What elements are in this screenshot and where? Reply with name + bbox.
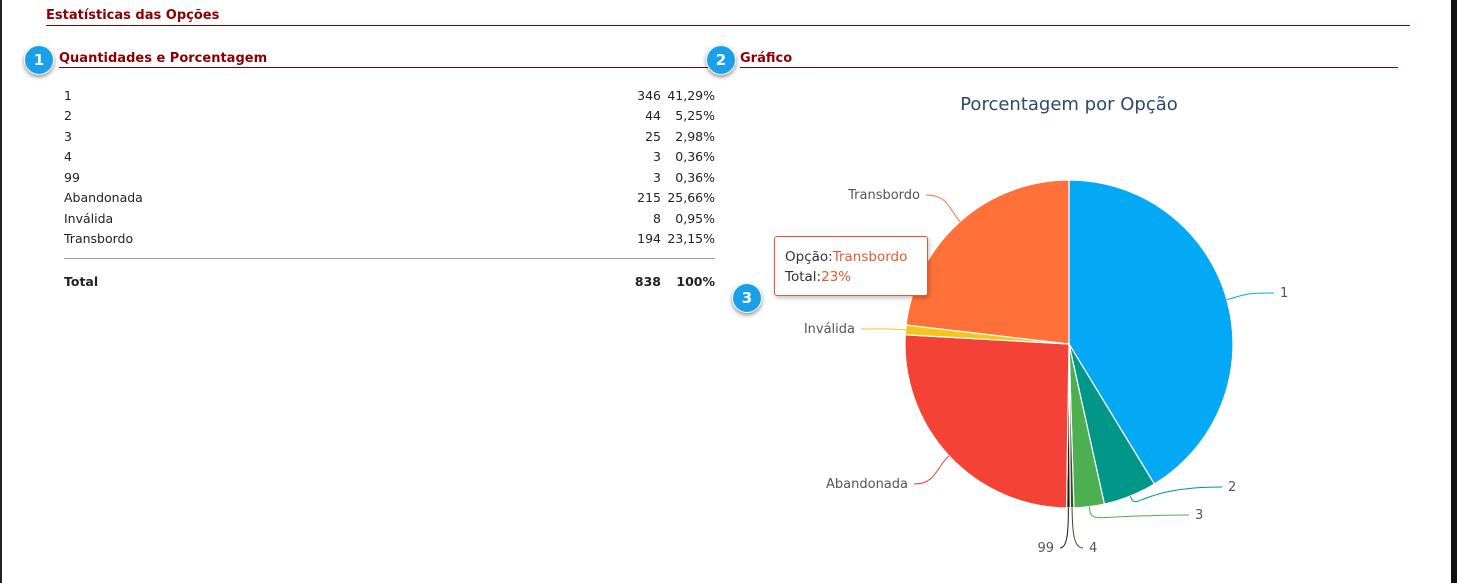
option-label: Inválida	[64, 210, 114, 226]
slice-connector	[1226, 292, 1275, 301]
option-label: 2	[64, 108, 72, 124]
total-count: 838	[634, 274, 661, 289]
table-row: 2 44 5,25%	[64, 106, 715, 127]
table-row: Abandonada 215 25,66%	[64, 188, 715, 209]
tooltip-total-line: Total:23%	[785, 267, 927, 287]
slice-label: 1	[1280, 286, 1288, 301]
option-label: 3	[64, 128, 72, 144]
step-badge-3: 3	[732, 283, 762, 313]
slice-connector	[1071, 507, 1084, 549]
option-count: 44	[645, 108, 661, 124]
option-percent: 5,25%	[675, 108, 715, 124]
pie-slice[interactable]	[904, 334, 1070, 509]
option-percent: 0,95%	[675, 210, 715, 226]
step-badge-1: 1	[24, 45, 54, 75]
tooltip-total-key: Total:	[785, 269, 822, 285]
option-count: 25	[645, 128, 661, 144]
table-row: Inválida 8 0,95%	[64, 208, 715, 229]
option-label: 99	[64, 169, 80, 185]
slice-label: 4	[1089, 541, 1097, 556]
option-percent: 23,15%	[667, 231, 715, 247]
option-count: 8	[653, 210, 661, 226]
pie-slice[interactable]	[1068, 179, 1234, 485]
chart-title: Porcentagem por Opção	[960, 94, 1178, 115]
window-border-right	[1451, 0, 1457, 583]
table-row: Transbordo 194 23,15%	[64, 229, 715, 250]
option-count: 346	[637, 87, 661, 103]
stats-table: 1 346 41,29% 2 44 5,25% 3 25 2,98% 4 3 0…	[64, 85, 715, 249]
option-percent: 41,29%	[667, 87, 715, 103]
quantities-title: Quantidades e Porcentagem	[59, 51, 715, 68]
pie-slice[interactable]	[905, 179, 1070, 345]
table-row: 1 346 41,29%	[64, 85, 715, 106]
tooltip-option-key: Opção:	[785, 249, 833, 265]
step-badge-2: 2	[706, 45, 736, 75]
option-label: 1	[64, 87, 72, 103]
total-percent: 100%	[676, 274, 715, 289]
tooltip-option-value: Transbordo	[832, 249, 908, 265]
window-border-left	[0, 0, 2, 583]
option-count: 194	[637, 231, 661, 247]
slice-label: Abandonada	[826, 477, 908, 492]
slice-connector	[1129, 486, 1223, 503]
slice-connector	[860, 328, 906, 331]
option-count: 3	[653, 149, 661, 165]
option-percent: 0,36%	[675, 169, 715, 185]
option-count: 3	[653, 169, 661, 185]
chart-tooltip: Opção:Transbordo Total:23%	[774, 236, 928, 296]
total-row: Total 838 100%	[64, 274, 715, 289]
table-row: 99 3 0,36%	[64, 167, 715, 188]
option-count: 215	[637, 190, 661, 206]
option-percent: 2,98%	[675, 128, 715, 144]
tooltip-total-value: 23%	[821, 269, 852, 285]
option-percent: 25,66%	[667, 190, 715, 206]
slice-label: Transbordo	[847, 188, 920, 203]
option-label: 4	[64, 149, 72, 165]
table-row: 4 3 0,36%	[64, 147, 715, 168]
option-label: Abandonada	[64, 190, 143, 206]
slice-label: 99	[1037, 541, 1054, 556]
option-percent: 0,36%	[675, 149, 715, 165]
page-title: Estatísticas das Opções	[46, 8, 1410, 26]
slice-connector	[913, 455, 950, 485]
chart-section-title: Gráfico	[740, 51, 1398, 68]
slice-label: 2	[1228, 480, 1236, 495]
slice-label: 3	[1195, 508, 1203, 523]
slice-label: Inválida	[804, 322, 855, 337]
tooltip-option-line: Opção:Transbordo	[785, 247, 927, 267]
slice-connector	[1088, 506, 1190, 519]
option-label: Transbordo	[64, 231, 134, 247]
table-row: 3 25 2,98%	[64, 126, 715, 147]
slice-connector	[925, 194, 961, 222]
table-divider	[64, 258, 715, 259]
total-label: Total	[64, 274, 99, 289]
slice-connector	[1059, 507, 1069, 549]
pie-chart[interactable]: Porcentagem por Opção 1 2 3 4 99 Abandonada In…	[740, 75, 1440, 575]
